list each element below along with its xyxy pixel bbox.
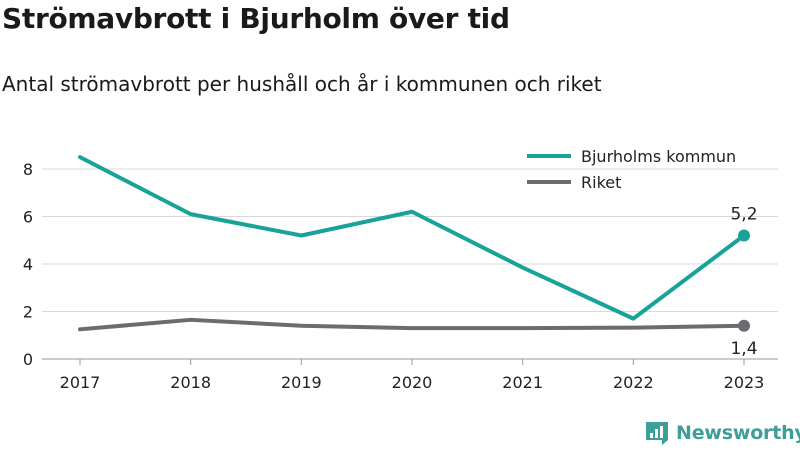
end-point-kommun	[738, 229, 750, 242]
y-tick-label: 4	[23, 255, 33, 274]
y-tick-label: 8	[23, 160, 33, 179]
end-labels: 5,2 1,4	[730, 205, 757, 359]
y-axis: 0 2 4 6 8	[23, 160, 33, 369]
x-axis: 2017 2018 2019 2020 2021 2022 2023	[60, 359, 765, 392]
x-tick-label: 2020	[392, 373, 433, 392]
legend-label: Riket	[581, 173, 621, 192]
x-tick-label: 2022	[613, 373, 654, 392]
end-label-riket: 1,4	[730, 339, 757, 359]
newsworthy-logo: Newsworthy	[644, 420, 800, 446]
legend-label: Bjurholms kommun	[581, 147, 736, 166]
newsworthy-icon	[646, 422, 668, 445]
y-tick-label: 6	[23, 208, 33, 227]
x-tick-label: 2017	[60, 373, 101, 392]
end-label-kommun: 5,2	[730, 205, 757, 225]
series-line-kommun	[78, 155, 746, 321]
chart-title: Strömavbrott i Bjurholm över tid	[2, 2, 510, 35]
chart-subtitle: Antal strömavbrott per hushåll och år i …	[2, 72, 602, 96]
end-point-riket	[738, 319, 750, 332]
series-line-riket	[78, 317, 746, 332]
x-tick-label: 2023	[724, 373, 765, 392]
legend: Bjurholms kommun Riket	[527, 147, 736, 192]
series-lines	[78, 155, 750, 332]
y-tick-label: 2	[23, 303, 33, 322]
x-tick-label: 2018	[170, 373, 211, 392]
y-tick-label: 0	[23, 350, 33, 369]
x-tick-label: 2021	[502, 373, 543, 392]
brand-name: Newsworthy	[676, 422, 800, 444]
x-tick-label: 2019	[281, 373, 322, 392]
grid-lines	[42, 168, 778, 360]
